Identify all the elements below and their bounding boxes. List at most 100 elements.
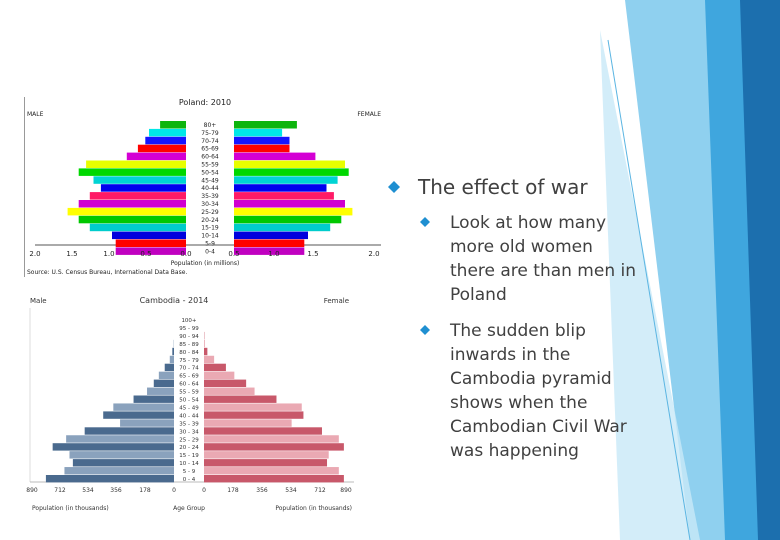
- age-group-label: 80+: [204, 122, 217, 129]
- right-sex-label: Female: [324, 297, 349, 305]
- age-group-label: 25 - 29: [179, 437, 199, 443]
- male-bar: [160, 121, 186, 129]
- chart-title: Poland: 2010: [179, 98, 231, 107]
- female-bar: [234, 223, 331, 232]
- age-group-label: 100+: [181, 318, 196, 324]
- age-group-label: 40-44: [201, 185, 219, 192]
- age-group-label: 30 - 34: [179, 429, 199, 435]
- female-bar: [234, 176, 338, 184]
- male-bar: [158, 371, 174, 380]
- female-bar: [234, 247, 305, 255]
- male-bar: [172, 347, 174, 356]
- age-group-label: 25-29: [201, 209, 219, 216]
- male-bar: [78, 168, 186, 176]
- male-bar: [147, 387, 174, 395]
- female-bar: [234, 144, 290, 153]
- age-group-label: 0 - 4: [183, 477, 196, 483]
- female-bar: [204, 435, 339, 443]
- age-group-label: 10 - 14: [179, 461, 199, 467]
- x-tick-label-left: 356: [110, 487, 122, 494]
- female-bar: [234, 128, 283, 137]
- age-group-label: 65-69: [201, 146, 219, 153]
- x-tick-label-left: 0: [172, 487, 176, 494]
- female-bar: [234, 136, 290, 145]
- male-bar: [169, 355, 174, 364]
- diamond-bullet-icon: [388, 181, 400, 193]
- x-axis-label-center: Age Group: [173, 505, 205, 512]
- x-tick-label: 0.5: [140, 250, 151, 258]
- male-bar: [126, 152, 186, 161]
- male-bar: [120, 419, 174, 427]
- female-bar: [204, 339, 205, 348]
- female-bar: [204, 419, 292, 427]
- male-bar: [115, 247, 186, 255]
- x-tick-label: 1.0: [268, 250, 279, 258]
- x-tick-label-left: 178: [139, 487, 151, 494]
- bullet-level1: The effect of war: [388, 175, 638, 199]
- poland-pyramid-chart: Poland: 2010 MALE FEMALE 80+ 75-79 70-74 65-69…: [24, 97, 385, 277]
- age-group-label: 15 - 19: [179, 453, 199, 459]
- age-group-label: 50 - 54: [179, 398, 199, 404]
- male-bar: [89, 192, 186, 200]
- age-group-label: 45 - 49: [179, 405, 199, 411]
- age-group-label: 45-49: [201, 177, 219, 184]
- source-note: Source: U.S. Census Bureau, Internationa…: [27, 269, 187, 276]
- female-bar: [204, 427, 322, 435]
- female-bar: [204, 395, 277, 403]
- male-bar: [64, 467, 174, 475]
- x-tick-label-left: 534: [82, 487, 94, 494]
- age-group-label: 85 - 89: [179, 342, 199, 348]
- male-bar: [149, 128, 186, 137]
- age-group-label: 95 - 99: [179, 326, 199, 332]
- age-group-label: 35 - 39: [179, 421, 199, 427]
- female-bar: [234, 168, 349, 176]
- x-tick-label: 1.0: [103, 250, 114, 258]
- diamond-bullet-icon: [420, 325, 430, 335]
- age-group-label: 20 - 24: [179, 445, 199, 451]
- age-group-label: 65 - 69: [179, 374, 199, 380]
- left-sex-label: MALE: [27, 111, 44, 118]
- male-bar: [133, 395, 174, 403]
- female-bar: [204, 355, 215, 364]
- x-tick-label: 2.0: [29, 250, 40, 258]
- age-group-label: 40 - 44: [179, 413, 199, 419]
- bullet-level2-poland: Look at how many more old women there ar…: [420, 211, 638, 307]
- x-tick-label: 0.5: [228, 250, 239, 258]
- female-bar: [234, 231, 308, 240]
- x-tick-label: 1.5: [307, 250, 318, 258]
- age-group-label: 5-9: [205, 241, 215, 248]
- bullet-text: The sudden blip inwards in the Cambodia …: [450, 321, 627, 461]
- male-bar: [86, 160, 186, 168]
- right-sex-label: FEMALE: [357, 111, 381, 118]
- male-bar: [67, 207, 186, 216]
- female-bar: [204, 467, 339, 475]
- female-bar: [234, 160, 345, 168]
- age-group-label: 35-39: [201, 193, 219, 200]
- x-tick-label-right: 0: [202, 487, 206, 494]
- x-tick-label: 1.5: [66, 250, 77, 258]
- poland-chart-svg: Poland: 2010 MALE FEMALE 80+75-7970-7465-69…: [27, 98, 381, 276]
- x-tick-label-left: 890: [26, 487, 38, 494]
- male-bar: [115, 239, 186, 247]
- female-bar: [234, 207, 353, 216]
- x-tick-label-right: 712: [314, 487, 326, 494]
- male-bar: [69, 451, 174, 459]
- female-bar: [204, 443, 344, 451]
- female-bar: [204, 475, 344, 483]
- female-bar: [204, 379, 247, 387]
- male-bar: [52, 443, 174, 451]
- male-bar: [45, 475, 174, 483]
- female-bar: [234, 239, 305, 247]
- cambodia-chart-svg: Male Cambodia - 2014 Female 100+ 95 - 99 90 -…: [26, 296, 354, 512]
- female-bar: [204, 403, 302, 411]
- age-group-label: 20-24: [201, 217, 219, 224]
- male-bar: [100, 184, 186, 192]
- age-group-label: 30-34: [201, 201, 219, 208]
- bullet-text: Look at how many more old women there ar…: [450, 213, 637, 305]
- bullet-level2-cambodia: The sudden blip inwards in the Cambodia …: [420, 319, 638, 463]
- male-bar: [89, 223, 186, 232]
- slide-heading: The effect of war: [418, 175, 588, 199]
- age-group-label: 10-14: [201, 233, 219, 240]
- left-sex-label: Male: [30, 297, 47, 305]
